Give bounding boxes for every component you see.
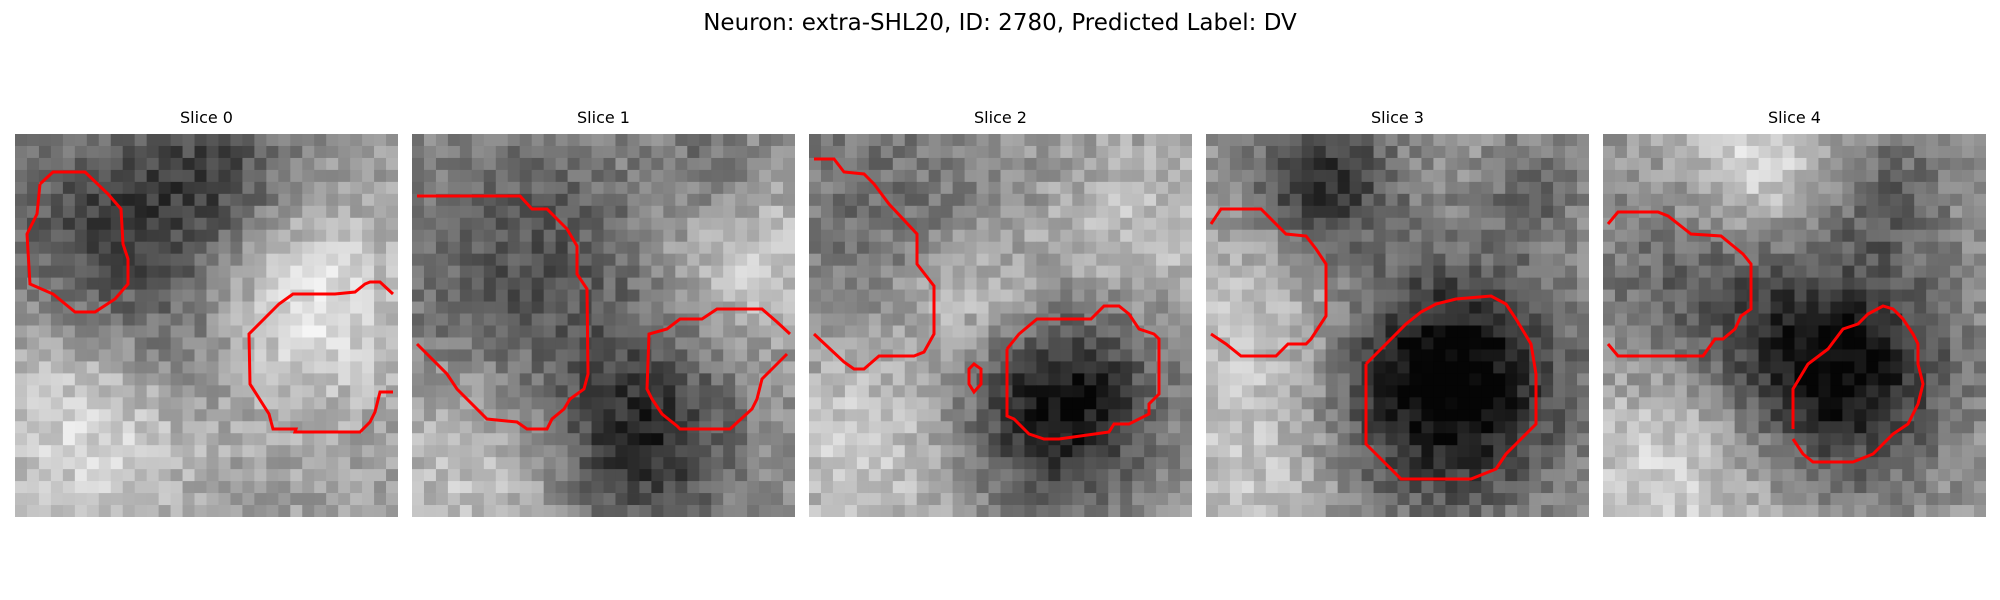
segmentation-contour-3b <box>1364 294 1538 481</box>
grayscale-grid-2 <box>809 134 1192 517</box>
slice-image-3 <box>1206 134 1589 517</box>
slice-title-3: Slice 3 <box>1371 108 1424 127</box>
segmentation-contour-3a <box>1209 207 1328 358</box>
segmentation-contour-2a <box>812 157 936 371</box>
slice-title-0: Slice 0 <box>180 108 233 127</box>
grayscale-grid-4 <box>1603 134 1986 517</box>
figure-title: Neuron: extra-SHL20, ID: 2780, Predicted… <box>703 10 1297 36</box>
grayscale-grid-3 <box>1206 134 1589 517</box>
grayscale-grid-1 <box>412 134 795 517</box>
slice-image-1 <box>412 134 795 517</box>
segmentation-contour-1b <box>645 307 792 431</box>
slice-title-1: Slice 1 <box>577 108 630 127</box>
segmentation-contour-4b <box>1791 304 1925 464</box>
slice-image-2 <box>809 134 1192 517</box>
slice-image-4 <box>1603 134 1986 517</box>
segmentation-contour-2b <box>967 362 983 395</box>
segmentation-contour-0a <box>25 170 130 314</box>
slice-image-0 <box>15 134 398 517</box>
slice-panel-4: Slice 4 <box>1603 108 1986 517</box>
slice-panel-0: Slice 0 <box>15 108 398 517</box>
slice-title-4: Slice 4 <box>1768 108 1821 127</box>
slice-panel-2: Slice 2 <box>809 108 1192 517</box>
segmentation-contour-1a <box>415 194 590 431</box>
segmentation-contour-4a <box>1606 210 1753 358</box>
segmentation-contour-0b <box>247 280 395 434</box>
slice-title-2: Slice 2 <box>974 108 1027 127</box>
slice-panel-1: Slice 1 <box>412 108 795 517</box>
grayscale-grid-0 <box>15 134 398 517</box>
slice-panel-3: Slice 3 <box>1206 108 1589 517</box>
segmentation-contour-2c <box>1005 304 1161 441</box>
